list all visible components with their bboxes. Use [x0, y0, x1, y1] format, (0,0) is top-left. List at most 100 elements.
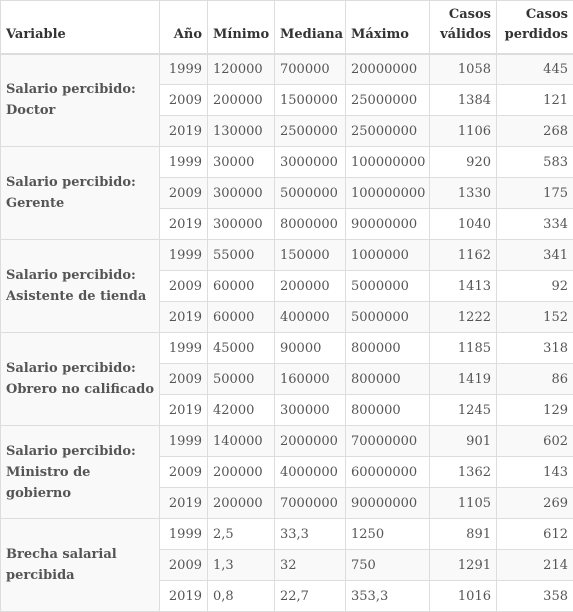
cell-missing-cases: 92 [497, 271, 573, 302]
cell-valid-cases: 1040 [430, 209, 497, 240]
cell-median: 32 [275, 550, 346, 581]
cell-year: 1999 [160, 240, 208, 271]
cell-median: 300000 [275, 395, 346, 426]
cell-valid-cases: 891 [430, 519, 497, 550]
cell-median: 3000000 [275, 147, 346, 178]
cell-median: 8000000 [275, 209, 346, 240]
cell-min: 55000 [208, 240, 275, 271]
cell-year: 2019 [160, 395, 208, 426]
header-row: Variable Año Mínimo Mediana Máximo Casos… [1, 1, 573, 54]
cell-year: 1999 [160, 54, 208, 85]
header-missing-cases: Casos perdidos [497, 1, 573, 54]
variable-label: Salario percibido: Doctor [1, 54, 160, 147]
header-median: Mediana [275, 1, 346, 54]
cell-min: 2,5 [208, 519, 275, 550]
cell-max: 20000000 [346, 54, 430, 85]
cell-valid-cases: 1384 [430, 85, 497, 116]
cell-min: 200000 [208, 488, 275, 519]
cell-year: 2009 [160, 457, 208, 488]
cell-missing-cases: 334 [497, 209, 573, 240]
cell-missing-cases: 358 [497, 581, 573, 612]
cell-median: 400000 [275, 302, 346, 333]
variable-label: Brecha salarial percibida [1, 519, 160, 612]
cell-min: 120000 [208, 54, 275, 85]
cell-median: 2000000 [275, 426, 346, 457]
cell-min: 30000 [208, 147, 275, 178]
cell-min: 50000 [208, 364, 275, 395]
cell-year: 2009 [160, 550, 208, 581]
cell-min: 1,3 [208, 550, 275, 581]
cell-valid-cases: 1105 [430, 488, 497, 519]
cell-missing-cases: 121 [497, 85, 573, 116]
cell-median: 33,3 [275, 519, 346, 550]
cell-valid-cases: 1185 [430, 333, 497, 364]
cell-valid-cases: 1330 [430, 178, 497, 209]
cell-valid-cases: 1291 [430, 550, 497, 581]
cell-year: 1999 [160, 333, 208, 364]
cell-missing-cases: 583 [497, 147, 573, 178]
cell-median: 700000 [275, 54, 346, 85]
cell-missing-cases: 268 [497, 116, 573, 147]
cell-median: 200000 [275, 271, 346, 302]
cell-year: 1999 [160, 519, 208, 550]
cell-max: 5000000 [346, 271, 430, 302]
cell-max: 25000000 [346, 116, 430, 147]
header-max: Máximo [346, 1, 430, 54]
cell-max: 90000000 [346, 209, 430, 240]
cell-max: 800000 [346, 364, 430, 395]
cell-year: 2009 [160, 271, 208, 302]
cell-min: 0,8 [208, 581, 275, 612]
cell-median: 4000000 [275, 457, 346, 488]
cell-median: 150000 [275, 240, 346, 271]
cell-min: 42000 [208, 395, 275, 426]
cell-valid-cases: 1016 [430, 581, 497, 612]
cell-median: 5000000 [275, 178, 346, 209]
cell-median: 90000 [275, 333, 346, 364]
variable-label: Salario percibido: Asistente de tienda [1, 240, 160, 333]
variable-label: Salario percibido: Gerente [1, 147, 160, 240]
header-year: Año [160, 1, 208, 54]
cell-year: 2019 [160, 302, 208, 333]
cell-min: 300000 [208, 209, 275, 240]
cell-max: 1000000 [346, 240, 430, 271]
cell-missing-cases: 341 [497, 240, 573, 271]
cell-year: 1999 [160, 426, 208, 457]
cell-missing-cases: 129 [497, 395, 573, 426]
cell-missing-cases: 214 [497, 550, 573, 581]
cell-min: 45000 [208, 333, 275, 364]
header-variable: Variable [1, 1, 160, 54]
cell-missing-cases: 602 [497, 426, 573, 457]
cell-valid-cases: 920 [430, 147, 497, 178]
variable-label: Salario percibido: Obrero no calificado [1, 333, 160, 426]
cell-missing-cases: 612 [497, 519, 573, 550]
cell-valid-cases: 1362 [430, 457, 497, 488]
cell-min: 200000 [208, 85, 275, 116]
cell-year: 1999 [160, 147, 208, 178]
cell-missing-cases: 86 [497, 364, 573, 395]
header-valid-cases: Casos válidos [430, 1, 497, 54]
cell-max: 70000000 [346, 426, 430, 457]
cell-min: 140000 [208, 426, 275, 457]
cell-max: 1250 [346, 519, 430, 550]
header-min: Mínimo [208, 1, 275, 54]
cell-valid-cases: 1058 [430, 54, 497, 85]
cell-min: 60000 [208, 302, 275, 333]
cell-median: 22,7 [275, 581, 346, 612]
cell-year: 2009 [160, 85, 208, 116]
cell-valid-cases: 1419 [430, 364, 497, 395]
cell-year: 2009 [160, 178, 208, 209]
cell-valid-cases: 901 [430, 426, 497, 457]
cell-year: 2019 [160, 488, 208, 519]
cell-valid-cases: 1222 [430, 302, 497, 333]
cell-max: 800000 [346, 333, 430, 364]
cell-year: 2019 [160, 581, 208, 612]
cell-max: 100000000 [346, 147, 430, 178]
cell-max: 800000 [346, 395, 430, 426]
cell-max: 90000000 [346, 488, 430, 519]
cell-missing-cases: 318 [497, 333, 573, 364]
